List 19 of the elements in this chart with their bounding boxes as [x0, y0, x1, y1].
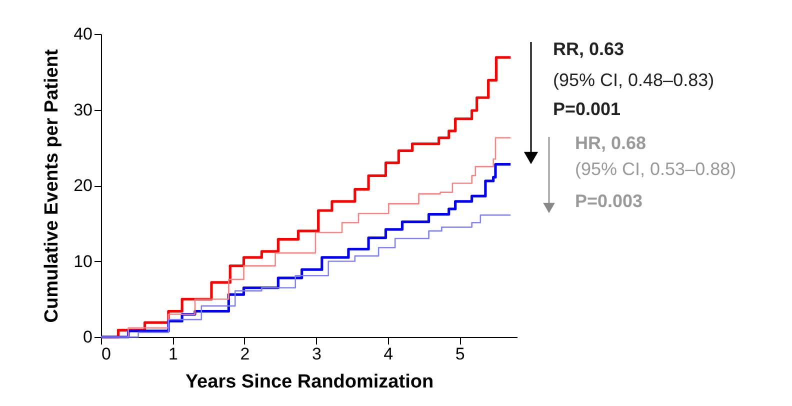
x-tick-label: 2: [240, 344, 250, 364]
x-tick-label: 4: [384, 344, 394, 364]
y-tick-label: 20: [74, 176, 92, 195]
x-tick-label: 5: [455, 344, 465, 364]
y-tick-label: 0: [83, 328, 92, 346]
text: P=0.001: [553, 99, 621, 119]
y-axis-title: Cumulative Events per Patient: [42, 48, 63, 323]
y-tick-label: 30: [74, 100, 92, 120]
x-axis-title: Years Since Randomization: [185, 372, 434, 392]
y-tick-label: 10: [74, 252, 92, 271]
text: (95% CI, 0.53–0.88): [575, 159, 736, 179]
x-tick-label: 3: [312, 344, 322, 364]
text: RR, 0.63: [553, 39, 624, 59]
text: (95% CI, 0.48–0.83): [553, 70, 714, 90]
x-tick-label: 0: [102, 344, 111, 364]
y-tick-label: 40: [74, 24, 92, 44]
text: P=0.003: [575, 191, 643, 211]
x-tick-label: 1: [168, 344, 178, 364]
text: HR, 0.68: [575, 133, 646, 153]
